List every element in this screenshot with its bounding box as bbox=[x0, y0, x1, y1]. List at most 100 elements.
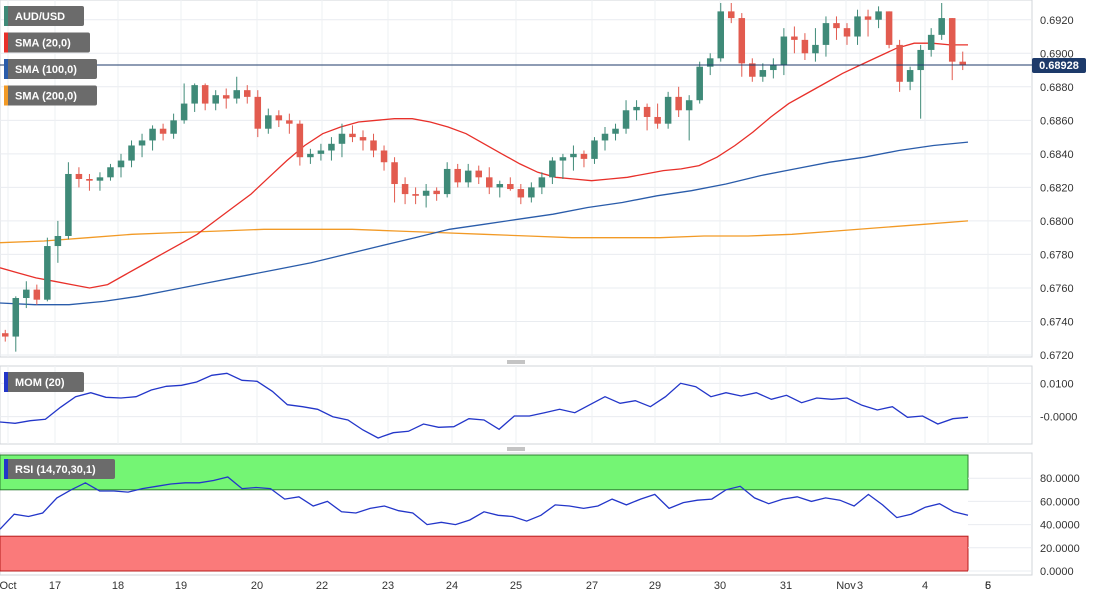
candle-down bbox=[791, 36, 798, 40]
candle-down bbox=[675, 96, 682, 111]
legend-box-sma20 bbox=[4, 32, 90, 53]
candle-up bbox=[496, 184, 504, 188]
sma200-line bbox=[0, 220, 969, 244]
price-tick-label: 0.6800 bbox=[1040, 216, 1074, 228]
candle-up bbox=[822, 23, 830, 45]
x-tick-label: 5 bbox=[985, 580, 991, 592]
candle-up bbox=[443, 168, 451, 195]
x-tick-label: 20 bbox=[251, 580, 263, 592]
legend-label-sma20: SMA (20,0) bbox=[15, 38, 71, 50]
price-tick-label: 0.6740 bbox=[1040, 316, 1074, 328]
rsi-legend: RSI (14,70,30,1) bbox=[4, 459, 115, 479]
x-tick-label: 22 bbox=[316, 580, 328, 592]
current-price-tag: 0.68928 bbox=[1032, 58, 1086, 73]
candle-down bbox=[580, 153, 588, 159]
pane-resize-handle-2[interactable] bbox=[507, 447, 525, 451]
candle-down bbox=[412, 194, 419, 196]
candle-down bbox=[517, 189, 525, 198]
candle-down bbox=[727, 11, 735, 19]
candle-up bbox=[328, 143, 335, 151]
legend-swatch-sma20 bbox=[4, 32, 8, 53]
candle-down bbox=[86, 179, 93, 181]
momentum-pane: 0.0100 -0.0000 MOM (20) bbox=[0, 365, 1077, 445]
candle-down bbox=[75, 173, 83, 179]
candle-down bbox=[243, 90, 251, 97]
candle-down bbox=[475, 170, 483, 178]
candle-up bbox=[138, 140, 146, 146]
candle-up bbox=[591, 140, 598, 159]
candle-up bbox=[107, 167, 114, 178]
x-tick-label: 31 bbox=[780, 580, 792, 592]
candle-up bbox=[23, 289, 30, 299]
candle-up bbox=[464, 170, 472, 183]
candle-down bbox=[485, 177, 493, 188]
candle-down bbox=[749, 63, 756, 77]
candle-down bbox=[738, 18, 746, 64]
candle-up bbox=[770, 65, 777, 71]
momentum-line-group bbox=[0, 372, 969, 439]
candle-down bbox=[391, 162, 398, 185]
candle-up bbox=[170, 120, 177, 134]
price-pane: 0.6920 0.6900 0.6880 0.6860 0.6840 0.6820 0.68… bbox=[0, 0, 1086, 362]
candle-down bbox=[948, 18, 956, 62]
candle-up bbox=[117, 160, 125, 168]
x-tick-label: 18 bbox=[112, 580, 124, 592]
x-tick-label: Nov bbox=[836, 580, 856, 592]
candles bbox=[1, 3, 967, 352]
x-axis: Oct 17 18 19 20 22 23 24 25 27 29 30 31 Nov 3 4 56 bbox=[0, 580, 991, 592]
legend-box-sma200 bbox=[4, 85, 97, 106]
price-tick-label: 0.6880 bbox=[1040, 82, 1074, 94]
price-tick-label: 0.6900 bbox=[1040, 48, 1074, 60]
candle-down bbox=[454, 168, 461, 183]
rsi-legend-bg bbox=[4, 459, 115, 479]
candle-down bbox=[959, 61, 967, 66]
candle-up bbox=[780, 36, 788, 66]
candle-down bbox=[286, 120, 293, 124]
price-tick-label: 0.6820 bbox=[1040, 182, 1074, 194]
sma20-line-group bbox=[0, 42, 968, 289]
candle-up bbox=[875, 11, 882, 20]
rsi-tick-label: 60.0000 bbox=[1040, 496, 1080, 508]
candle-up bbox=[812, 44, 819, 54]
candle-up bbox=[706, 58, 714, 67]
pane-resize-handle-1[interactable] bbox=[507, 360, 525, 364]
x-tick-label: 17 bbox=[49, 580, 61, 592]
candle-up bbox=[570, 153, 577, 158]
candle-down bbox=[896, 44, 903, 82]
candle-up bbox=[317, 150, 325, 154]
price-tick-label: 0.6760 bbox=[1040, 283, 1074, 295]
candle-down bbox=[370, 140, 377, 151]
candle-down bbox=[275, 115, 283, 121]
candle-up bbox=[12, 298, 20, 337]
candle-up bbox=[664, 96, 672, 124]
candle-down bbox=[507, 184, 514, 190]
rsi-legend-swatch bbox=[4, 459, 8, 479]
candle-up bbox=[612, 128, 619, 134]
candle-up bbox=[559, 157, 567, 161]
sma20-line bbox=[0, 42, 968, 289]
rsi-grid bbox=[968, 477, 1032, 572]
legend-label-sma200: SMA (200,0) bbox=[15, 91, 77, 103]
x-tick-label: 4 bbox=[922, 580, 928, 592]
rsi-tick-label: 20.0000 bbox=[1040, 543, 1080, 555]
candle-down bbox=[222, 95, 230, 99]
candle-down bbox=[380, 150, 388, 163]
rsi-tick-label: 0.0000 bbox=[1040, 566, 1074, 578]
candle-up bbox=[938, 18, 945, 35]
candle-up bbox=[759, 70, 767, 77]
x-tick-label: 29 bbox=[649, 580, 661, 592]
candle-up bbox=[685, 100, 693, 111]
candle-down bbox=[1, 333, 9, 337]
momentum-axis: 0.0100 -0.0000 bbox=[1040, 378, 1077, 423]
x-tick-label: 23 bbox=[382, 580, 394, 592]
x-tick-label: Oct bbox=[0, 580, 17, 592]
candle-down bbox=[643, 106, 651, 117]
candle-up bbox=[180, 103, 188, 121]
momentum-tick-label: 0.0100 bbox=[1040, 378, 1074, 390]
candle-up bbox=[191, 85, 198, 104]
candle-down bbox=[159, 128, 167, 134]
candle-up bbox=[44, 246, 51, 300]
legend-label-symbol: AUD/USD bbox=[15, 11, 65, 23]
candle-up bbox=[128, 145, 135, 161]
candle-up bbox=[212, 95, 219, 104]
